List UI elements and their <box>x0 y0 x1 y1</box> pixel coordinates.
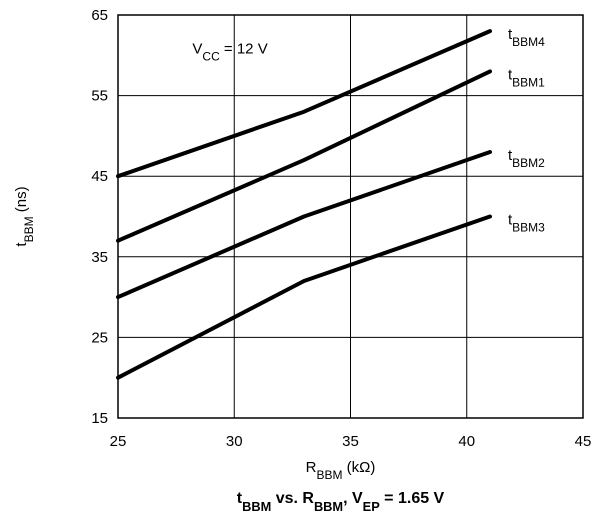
x-tick-label: 35 <box>342 433 359 450</box>
y-tick-label: 55 <box>91 88 108 105</box>
vcc-annotation: VCC = 12 V <box>192 41 267 64</box>
chart-title: tBBM vs. RBBM, VEP = 1.65 V <box>237 490 445 514</box>
y-tick-label: 35 <box>91 249 108 266</box>
series-label-tBBM1: tBBM1 <box>508 66 545 89</box>
x-tick-labels: 25 30 35 40 45 <box>110 433 592 450</box>
y-tick-label: 65 <box>91 7 108 24</box>
x-tick-label: 30 <box>226 433 243 450</box>
x-tick-label: 40 <box>458 433 475 450</box>
y-tick-label: 45 <box>91 168 108 185</box>
series-labels: tBBM4 tBBM1 tBBM2 tBBM3 <box>508 26 545 234</box>
y-tick-label: 25 <box>91 329 108 346</box>
series-lines <box>116 29 492 380</box>
y-tick-labels: 15 25 35 45 55 65 <box>91 7 108 427</box>
series-line-tBBM3 <box>116 214 492 380</box>
x-tick-label: 45 <box>575 433 592 450</box>
series-line-tBBM2 <box>116 150 492 300</box>
series-label-tBBM4: tBBM4 <box>508 26 545 49</box>
x-axis-label: RBBM (kΩ) <box>306 459 376 482</box>
series-line-tBBM1 <box>116 69 492 243</box>
series-line-tBBM4 <box>116 29 492 179</box>
plot-area-frame <box>117 14 584 419</box>
series-label-tBBM3: tBBM3 <box>508 212 545 235</box>
series-label-tBBM2: tBBM2 <box>508 147 545 170</box>
x-tick-label: 25 <box>110 433 127 450</box>
y-tick-label: 15 <box>91 410 108 427</box>
y-axis-label: tBBM (ns) <box>13 186 36 246</box>
